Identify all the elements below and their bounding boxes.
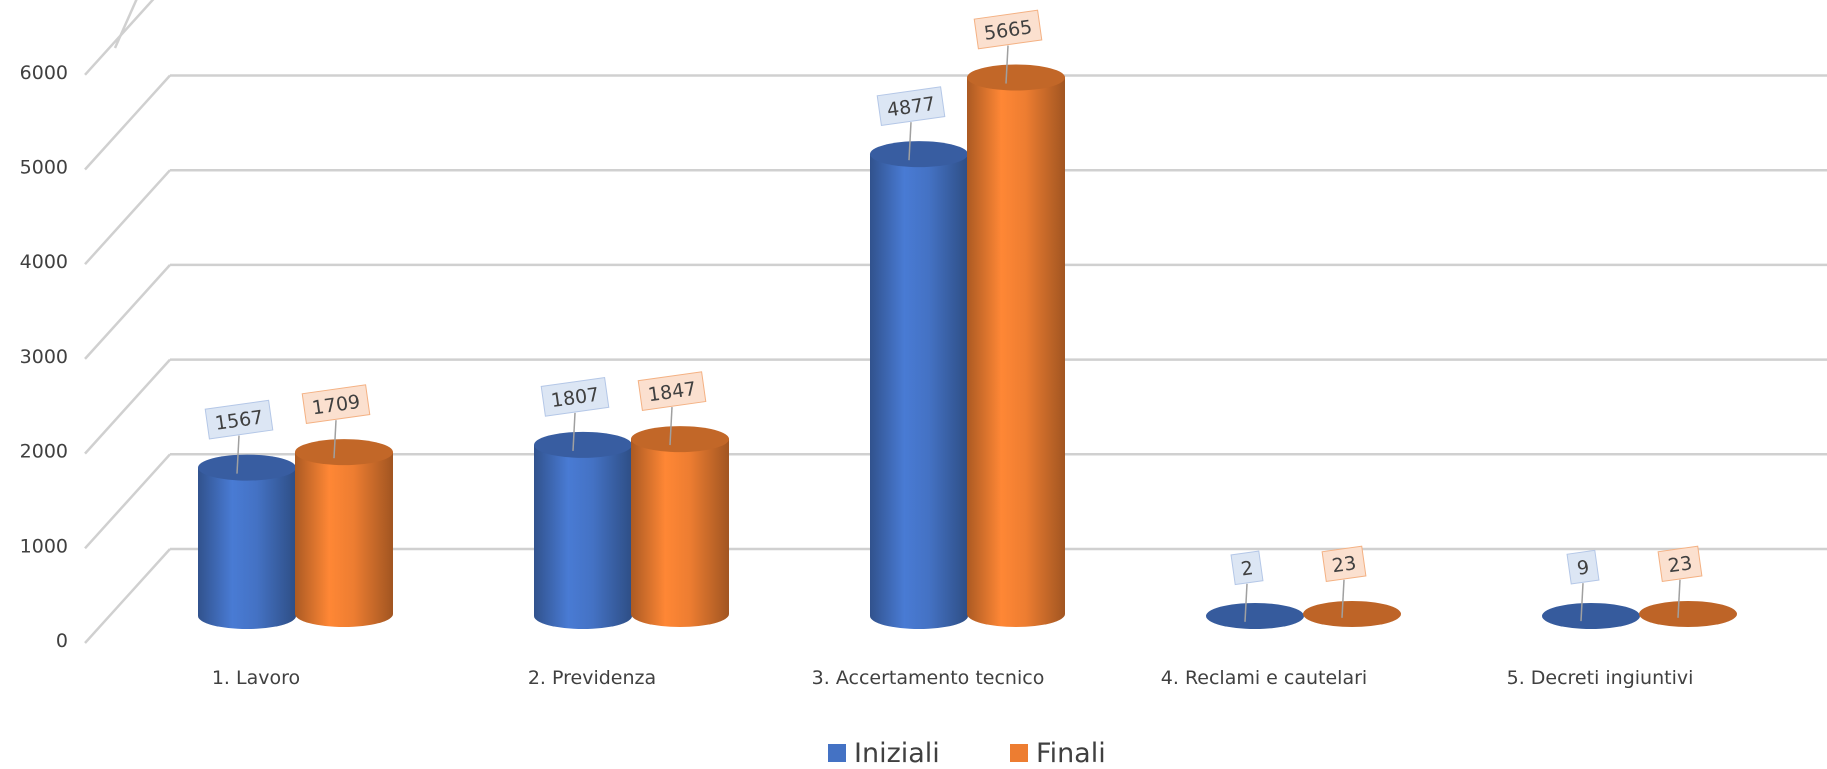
data-label: 1709 (301, 384, 371, 425)
bar-body (967, 77, 1065, 628)
grid-diagonal (84, 264, 171, 360)
data-label-box (204, 399, 274, 440)
y-tick-label: 4000 (20, 251, 68, 273)
bar-body (870, 154, 968, 629)
x-axis-categories: 1. Lavoro 2. Previdenza 3. Accertamento te… (212, 667, 1694, 689)
leader-line (669, 407, 673, 446)
y-tick-label: 3000 (20, 346, 68, 368)
category-label: 4. Reclami e cautelari (1161, 667, 1367, 689)
bar-top (1303, 601, 1401, 627)
y-tick-label: 6000 (20, 62, 68, 84)
data-label: 1807 (540, 377, 610, 417)
leader-line (333, 420, 337, 459)
data-label-text: 23 (1331, 552, 1358, 577)
bar-body (631, 439, 729, 627)
data-label: 1847 (637, 371, 707, 411)
y-tick-label: 5000 (20, 157, 68, 179)
legend-label: Iniziali (854, 738, 940, 769)
data-label-box (1230, 550, 1264, 586)
bar (1639, 601, 1737, 627)
bar-body (534, 444, 632, 629)
bar-top (631, 426, 729, 453)
data-label-box (973, 9, 1043, 50)
data-label-box (1566, 549, 1600, 585)
bar (198, 454, 296, 629)
bar-body (198, 467, 296, 629)
data-label: 5665 (973, 9, 1043, 50)
grid-diagonal (84, 453, 171, 550)
bar (1303, 601, 1401, 627)
data-label: 2 (1230, 550, 1264, 586)
data-label: 1567 (204, 399, 274, 440)
bar-top (534, 431, 632, 458)
leader-line (1244, 583, 1248, 622)
bar (295, 439, 393, 627)
bar-top (1639, 601, 1737, 627)
leader-line (1677, 579, 1681, 618)
bar-top (870, 141, 968, 168)
data-label: 9 (1566, 549, 1600, 585)
bar (870, 141, 968, 629)
y-tick-label: 0 (56, 630, 68, 652)
data-label: 23 (1657, 545, 1703, 583)
leader-line (1580, 583, 1584, 622)
data-label-box (301, 384, 371, 425)
leader-line (908, 122, 912, 161)
grid-diagonal (84, 0, 155, 76)
leader-line (572, 412, 576, 451)
data-label-box (540, 377, 610, 417)
data-label: 23 (1321, 545, 1367, 583)
bar (1542, 603, 1640, 629)
data-label-text: 23 (1667, 552, 1694, 577)
legend: Iniziali Finali (828, 738, 1106, 769)
bar-top (295, 439, 393, 466)
leader-line (236, 435, 240, 474)
data-label-box (1321, 545, 1367, 583)
grid-diagonal (113, 0, 138, 49)
legend-label: Finali (1036, 738, 1106, 769)
bar-top (1542, 603, 1640, 629)
bar (631, 426, 729, 627)
data-label-box (1657, 545, 1703, 583)
legend-item: Iniziali (828, 738, 940, 769)
grid-diagonal (84, 74, 171, 171)
y-axis-ticks: 0 1000 2000 3000 4000 5000 6000 (20, 62, 68, 652)
category-label: 1. Lavoro (212, 667, 300, 689)
leader-line (1341, 579, 1345, 618)
legend-swatch (1010, 744, 1028, 762)
bar (534, 431, 632, 629)
bar-top (1206, 603, 1304, 629)
bar-top (198, 454, 296, 481)
category-label: 3. Accertamento tecnico (812, 667, 1045, 689)
category-label: 2. Previdenza (528, 667, 656, 689)
category-label: 5. Decreti ingiuntivi (1507, 667, 1694, 689)
legend-item: Finali (1010, 738, 1106, 769)
bar (1206, 603, 1304, 629)
grid-diagonal (84, 548, 171, 644)
data-label: 4877 (876, 86, 946, 127)
leader-line (1005, 45, 1009, 84)
grid-diagonal (84, 169, 171, 266)
bar (967, 64, 1065, 628)
bar-top (967, 64, 1065, 91)
data-label-box (876, 86, 946, 127)
data-label-text: 2 (1240, 557, 1255, 580)
bar-body (295, 452, 393, 627)
data-label-box (637, 371, 707, 411)
data-labels: 1567 1709 1807 1847 4877 5665 2 23 9 23 (204, 9, 1703, 622)
legend-swatch (828, 744, 846, 762)
y-tick-label: 1000 (20, 535, 68, 557)
bars (198, 64, 1737, 629)
y-tick-label: 2000 (20, 441, 68, 463)
grid-diagonal (84, 358, 171, 455)
data-label-text: 9 (1576, 556, 1591, 579)
